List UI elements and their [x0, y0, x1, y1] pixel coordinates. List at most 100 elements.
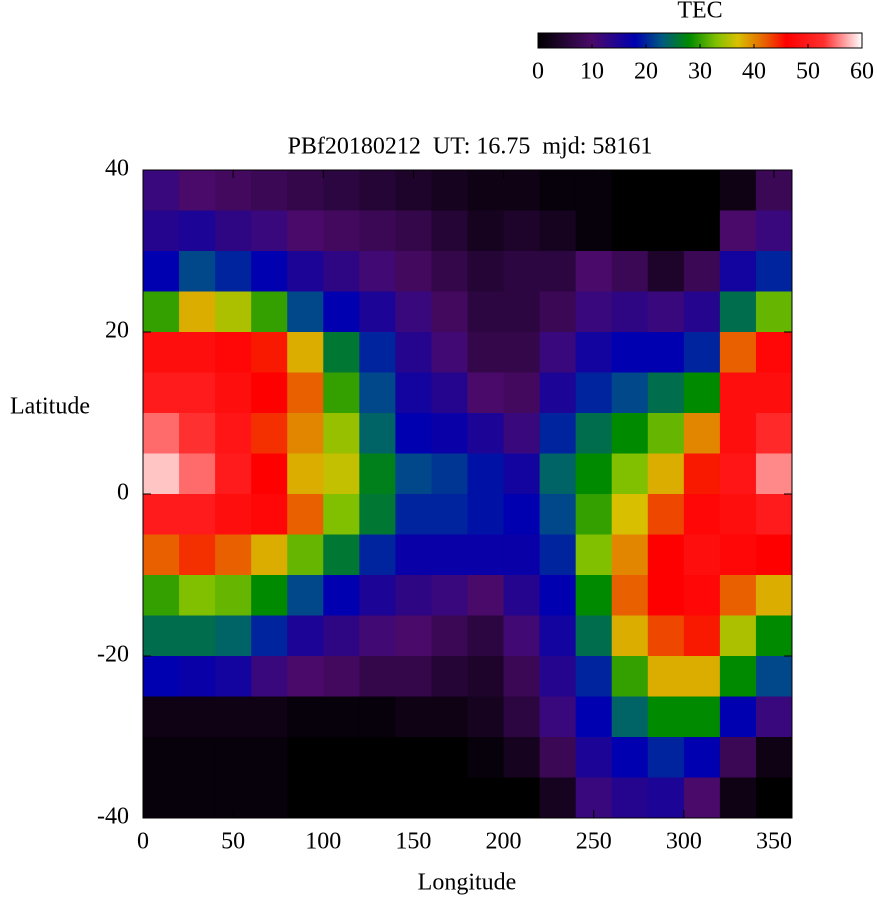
- heat-cell: [683, 170, 721, 211]
- heat-cell: [575, 494, 613, 535]
- heat-cell: [467, 332, 505, 373]
- x-tick-label: 150: [395, 829, 431, 855]
- heat-cell: [683, 696, 721, 738]
- heat-cell: [647, 615, 685, 657]
- heat-cell: [251, 372, 288, 414]
- heat-cell: [359, 210, 396, 252]
- heat-cell: [431, 777, 468, 819]
- heat-cell: [431, 656, 468, 697]
- x-axis-label: Longitude: [418, 870, 517, 896]
- heat-cell: [719, 494, 757, 535]
- heat-cell: [575, 332, 613, 373]
- heat-cell: [143, 494, 180, 535]
- heat-cell: [179, 737, 216, 778]
- heat-cell: [755, 210, 793, 252]
- heat-cell: [503, 372, 541, 414]
- y-tick-label: -20: [97, 642, 129, 668]
- heat-cell: [251, 210, 288, 252]
- heat-cell: [683, 575, 721, 616]
- heat-cell: [755, 534, 793, 576]
- heat-cell: [575, 372, 613, 414]
- heat-cell: [539, 737, 577, 778]
- heat-cell: [323, 291, 360, 333]
- heat-cell: [755, 291, 793, 333]
- heat-cell: [431, 413, 468, 454]
- heat-cell: [251, 656, 288, 697]
- heat-cell: [323, 615, 360, 657]
- colorbar-label: TEC: [677, 0, 722, 24]
- heat-cell: [287, 656, 324, 697]
- heat-cell: [467, 251, 505, 292]
- heat-cell: [323, 575, 360, 616]
- heat-cell: [179, 534, 216, 576]
- heat-cell: [683, 372, 721, 414]
- heat-cell: [431, 210, 468, 252]
- heat-cell: [647, 696, 685, 738]
- heat-cell: [143, 291, 180, 333]
- heat-cell: [647, 170, 685, 211]
- heat-cell: [431, 737, 468, 778]
- heat-cell: [251, 453, 288, 495]
- heat-cell: [143, 453, 180, 495]
- heat-cell: [395, 291, 432, 333]
- heat-cell: [287, 615, 324, 657]
- heat-cell: [395, 534, 432, 576]
- heat-cell: [395, 413, 432, 454]
- heat-cell: [575, 251, 613, 292]
- heat-cell: [503, 575, 541, 616]
- heat-cell: [323, 696, 360, 738]
- heat-cell: [503, 332, 541, 373]
- heat-cell: [611, 696, 649, 738]
- heat-cell: [719, 453, 757, 495]
- heat-cell: [503, 656, 541, 697]
- heat-cell: [359, 696, 396, 738]
- heat-cell: [431, 696, 468, 738]
- heat-cell: [539, 291, 577, 333]
- heat-cell: [287, 291, 324, 333]
- heat-cell: [683, 494, 721, 535]
- heat-cell: [251, 332, 288, 373]
- x-tick-label: 100: [305, 829, 341, 855]
- heat-cell: [539, 696, 577, 738]
- heat-cell: [467, 210, 505, 252]
- heat-cell: [467, 291, 505, 333]
- heat-cell: [719, 737, 757, 778]
- heat-cell: [647, 251, 685, 292]
- heat-cell: [287, 413, 324, 454]
- heat-cell: [215, 534, 252, 576]
- heat-cell: [575, 615, 613, 657]
- heat-cell: [323, 777, 360, 819]
- heat-cell: [575, 737, 613, 778]
- heat-cell: [467, 494, 505, 535]
- heat-cell: [503, 534, 541, 576]
- heat-cell: [323, 210, 360, 252]
- heat-cell: [143, 251, 180, 292]
- heat-cell: [359, 372, 396, 414]
- heat-cell: [323, 413, 360, 454]
- heat-cell: [215, 656, 252, 697]
- heat-cell: [503, 210, 541, 252]
- heat-cell: [755, 696, 793, 738]
- heat-cell: [359, 453, 396, 495]
- heat-cell: [143, 575, 180, 616]
- heat-cell: [395, 372, 432, 414]
- heat-cell: [431, 494, 468, 535]
- heat-cell: [143, 372, 180, 414]
- colorbar-tick-label: 0: [532, 59, 544, 85]
- heat-cell: [431, 575, 468, 616]
- x-tick-label: 350: [756, 829, 792, 855]
- heat-cell: [539, 777, 577, 819]
- heat-cell: [179, 210, 216, 252]
- heat-cell: [395, 210, 432, 252]
- colorbar-tick-label: 60: [850, 59, 874, 85]
- heat-cell: [323, 251, 360, 292]
- heat-cell: [467, 170, 505, 211]
- x-tick-label: 0: [137, 829, 149, 855]
- heat-cell: [359, 332, 396, 373]
- heat-cell: [719, 210, 757, 252]
- heat-cell: [539, 494, 577, 535]
- heat-cell: [683, 777, 721, 819]
- heat-cell: [611, 251, 649, 292]
- heat-cell: [755, 251, 793, 292]
